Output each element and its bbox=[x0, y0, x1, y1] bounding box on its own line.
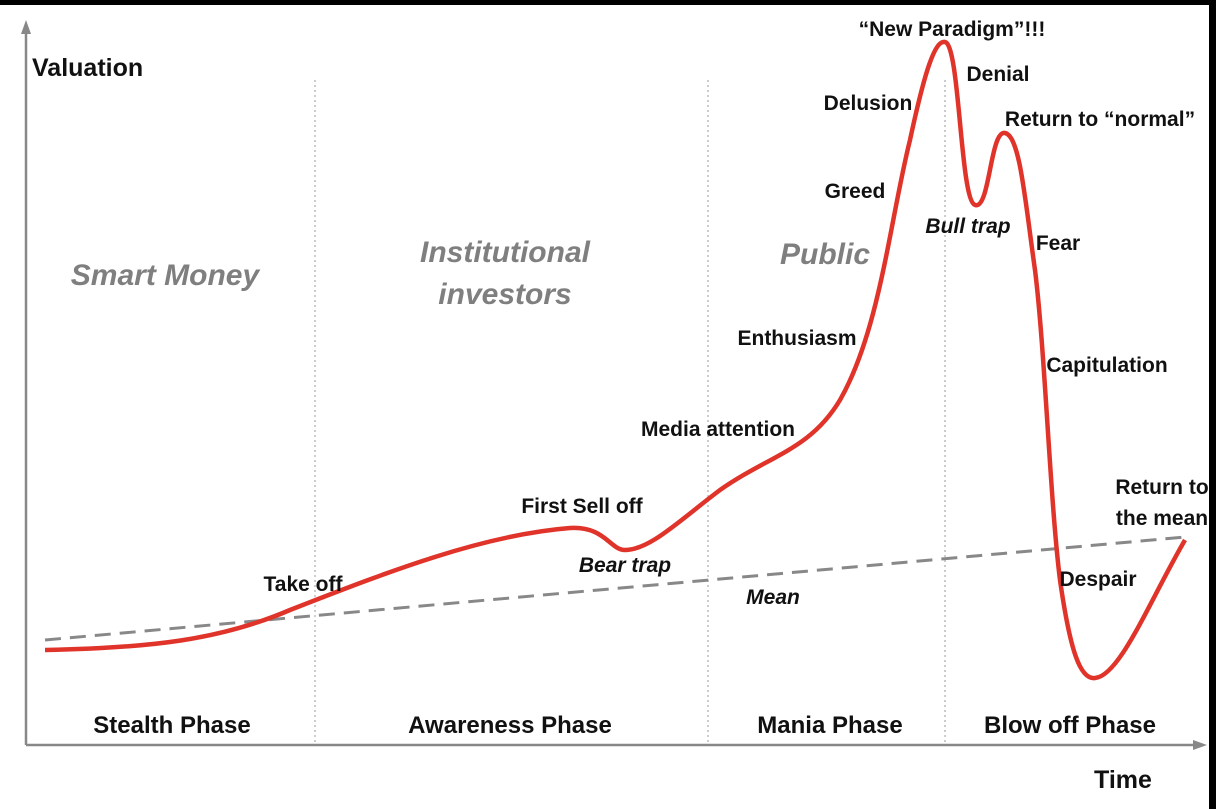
participant-label: Smart Money bbox=[71, 259, 261, 292]
valuation-curve bbox=[44, 39, 1187, 681]
stage-label: Bear trap bbox=[579, 554, 671, 577]
stage-label: “New Paradigm”!!! bbox=[859, 18, 1046, 41]
stage-label: the mean bbox=[1116, 507, 1208, 530]
phase-label: Mania Phase bbox=[757, 712, 902, 739]
phase-label: Stealth Phase bbox=[93, 712, 250, 739]
y-axis-label: Valuation bbox=[32, 54, 143, 82]
participant-label: Institutional bbox=[420, 236, 591, 269]
stage-label: Return to “normal” bbox=[1005, 108, 1195, 131]
mean-label: Mean bbox=[746, 586, 800, 609]
stage-label: Delusion bbox=[824, 92, 913, 115]
x-axis-label: Time bbox=[1094, 766, 1152, 794]
phase-label: Awareness Phase bbox=[408, 712, 612, 739]
phase-dividers bbox=[314, 80, 946, 745]
participant-label: Public bbox=[780, 238, 870, 271]
stage-label: Enthusiasm bbox=[737, 327, 856, 350]
stage-label: Fear bbox=[1036, 232, 1080, 255]
participant-label: investors bbox=[438, 278, 571, 311]
phase-label: Blow off Phase bbox=[984, 712, 1156, 739]
stage-label: Capitulation bbox=[1046, 354, 1167, 377]
stage-label: Despair bbox=[1059, 568, 1136, 591]
background bbox=[0, 5, 1209, 809]
stage-label: Take off bbox=[264, 573, 344, 596]
stage-label: Denial bbox=[966, 63, 1029, 86]
stage-label: Greed bbox=[825, 180, 886, 203]
stage-label: Bull trap bbox=[925, 215, 1010, 238]
stage-label: First Sell off bbox=[521, 495, 643, 518]
stage-label: Media attention bbox=[641, 418, 795, 441]
axes bbox=[21, 20, 1207, 750]
mean-line bbox=[44, 535, 1186, 642]
stage-label: Return to bbox=[1115, 476, 1208, 499]
